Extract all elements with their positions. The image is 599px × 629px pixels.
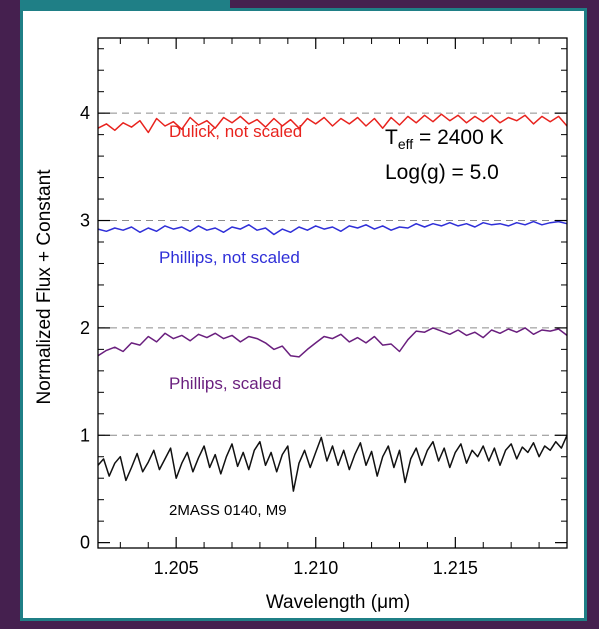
figure-panel: Dulick, not scaled Phillips, not scaled Ph…: [20, 8, 587, 621]
panel-tab-accent: [20, 0, 230, 8]
y-tick-label: 1: [80, 425, 90, 445]
series-line: [97, 113, 568, 134]
x-axis-label: Wavelength (μm): [266, 592, 410, 613]
series-label: Phillips, not scaled: [159, 248, 300, 267]
y-axis-label: Normalized Flux + Constant: [34, 169, 55, 405]
x-tick-label: 1.210: [293, 558, 338, 578]
spectrum-chart: Dulick, not scaled Phillips, not scaled Ph…: [34, 37, 568, 613]
series-line: [97, 220, 568, 236]
y-tick-label: 2: [80, 318, 90, 338]
series-line: [97, 327, 568, 358]
series-label: Phillips, scaled: [169, 374, 281, 393]
series-label: Dulick, not scaled: [169, 122, 302, 141]
x-tick-label: 1.205: [154, 558, 199, 578]
reference-lines: [98, 112, 567, 436]
logg-annotation: Log(g) = 5.0: [385, 161, 499, 184]
y-tick-label: 4: [80, 103, 90, 123]
plot-frame: [97, 37, 568, 549]
series-layer: Dulick, not scaled Phillips, not scaled Ph…: [97, 113, 568, 519]
series-line: [97, 434, 568, 492]
series-label: 2MASS 0140, M9: [169, 502, 287, 519]
y-tick-label: 3: [80, 211, 90, 231]
axis-ticks: 1.205 1.210 1.215 0 1 2 3 4: [80, 38, 568, 578]
y-tick-label: 0: [80, 533, 90, 553]
x-tick-label: 1.215: [433, 558, 478, 578]
teff-annotation: Teff = 2400 K: [385, 126, 504, 152]
